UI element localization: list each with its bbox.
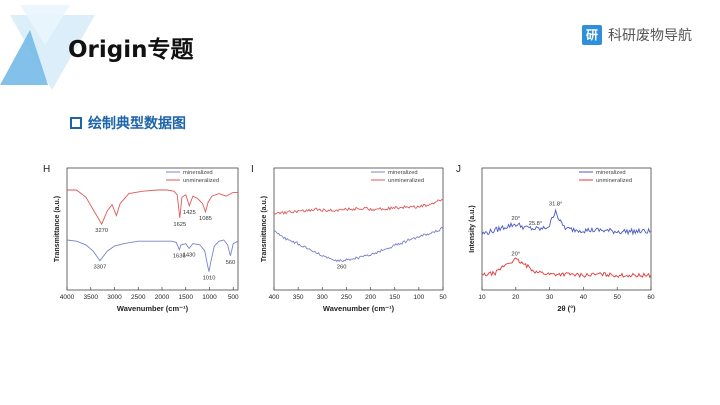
x-axis-label: 2θ (°) xyxy=(557,304,576,313)
panel-tag: J xyxy=(456,164,461,175)
legend-label: mineralized xyxy=(183,170,213,176)
x-tick-label: 1000 xyxy=(202,294,217,301)
x-tick-label: 2500 xyxy=(131,294,146,301)
legend-label: unmineralized xyxy=(183,178,219,184)
x-tick-label: 250 xyxy=(341,294,352,301)
peak-annotation: 560 xyxy=(226,260,236,266)
y-axis-label: Intensity (a.u.) xyxy=(469,205,476,252)
x-tick-label: 40 xyxy=(580,294,588,301)
legend-label: mineralized xyxy=(596,170,626,176)
series-line-unmineralized xyxy=(67,189,238,226)
peak-annotation: 25.8° xyxy=(529,221,543,227)
x-tick-label: 2000 xyxy=(155,294,170,301)
x-axis-label: Wavenumber (cm⁻¹) xyxy=(117,304,189,313)
plot-frame xyxy=(66,167,239,291)
x-tick-label: 60 xyxy=(647,294,655,301)
page-title: Origin专题 xyxy=(68,37,194,63)
series-line-unmineralized xyxy=(482,257,652,279)
x-tick-label: 400 xyxy=(269,294,280,301)
peak-annotation: 1636 xyxy=(173,254,186,260)
series-line-mineralized xyxy=(481,208,652,236)
x-tick-label: 50 xyxy=(614,294,622,301)
x-tick-label: 300 xyxy=(317,294,328,301)
x-tick-label: 350 xyxy=(293,294,304,301)
peak-annotation: 260 xyxy=(337,265,347,271)
x-tick-label: 20 xyxy=(512,294,520,301)
section-heading: 绘制典型数据图 xyxy=(70,113,186,133)
legend-label: unmineralized xyxy=(596,178,632,184)
series-line-mineralized xyxy=(273,226,444,263)
peak-annotation: 3270 xyxy=(95,228,108,234)
peak-annotation: 1425 xyxy=(183,210,196,216)
brand-name: 科研废物导航 xyxy=(608,28,692,44)
x-tick-label: 50 xyxy=(439,294,447,301)
chart-panel-j: J 10 20 30 40 50 60 2θ (°) Intensity (a.u.) miner… xyxy=(456,164,655,313)
x-axis-label: Wavenumber (cm⁻¹) xyxy=(323,304,395,313)
series-line-mineralized xyxy=(66,239,239,272)
x-tick-label: 200 xyxy=(365,294,376,301)
peak-annotation: 1625 xyxy=(173,222,186,228)
series-line-unmineralized xyxy=(273,198,444,215)
legend-label: unmineralized xyxy=(388,178,424,184)
x-tick-label: 150 xyxy=(389,294,400,301)
deco-triangle-pale xyxy=(20,5,70,45)
x-tick-label: 100 xyxy=(413,294,424,301)
deco-triangle-blue xyxy=(0,30,48,85)
x-tick-label: 3500 xyxy=(84,294,99,301)
x-tick-label: 30 xyxy=(546,294,554,301)
plot-frame xyxy=(481,167,652,291)
y-axis-label: Transmittance (a.u.) xyxy=(54,196,61,262)
x-tick-label: 500 xyxy=(228,294,239,301)
brand-logo: 研 xyxy=(582,25,602,45)
y-axis-label: Transmittance (a.u.) xyxy=(261,196,268,262)
peak-annotation: 31.8° xyxy=(549,201,563,207)
peak-annotation: 3307 xyxy=(93,265,106,271)
peak-annotation: 20° xyxy=(511,252,520,258)
x-tick-label: 3000 xyxy=(107,294,122,301)
chart-panel-h: H 4000 3500 3000 2500 2000 1500 1000 500 Wavenumb… xyxy=(43,164,239,313)
legend-label: mineralized xyxy=(388,170,418,176)
corner-decoration xyxy=(0,5,95,90)
peak-annotation: 1010 xyxy=(203,276,216,282)
x-tick-label: 1500 xyxy=(179,294,194,301)
peak-annotation: 1430 xyxy=(183,253,196,259)
peak-annotation: 20° xyxy=(511,216,520,222)
panel-tag: H xyxy=(43,164,50,175)
chart-panel-i: I 400 350 300 250 200 150 100 50 Wavenumber (cm⁻¹… xyxy=(251,164,447,313)
x-tick-label: 10 xyxy=(478,294,486,301)
panel-tag: I xyxy=(251,164,254,175)
plot-frame xyxy=(273,167,444,291)
x-tick-label: 4000 xyxy=(60,294,75,301)
brand: 研 科研废物导航 xyxy=(582,25,692,45)
deco-triangle-light xyxy=(10,15,95,90)
section-label: 绘制典型数据图 xyxy=(88,116,186,132)
peak-annotation: 1085 xyxy=(199,216,212,222)
square-outline-icon xyxy=(70,117,82,129)
